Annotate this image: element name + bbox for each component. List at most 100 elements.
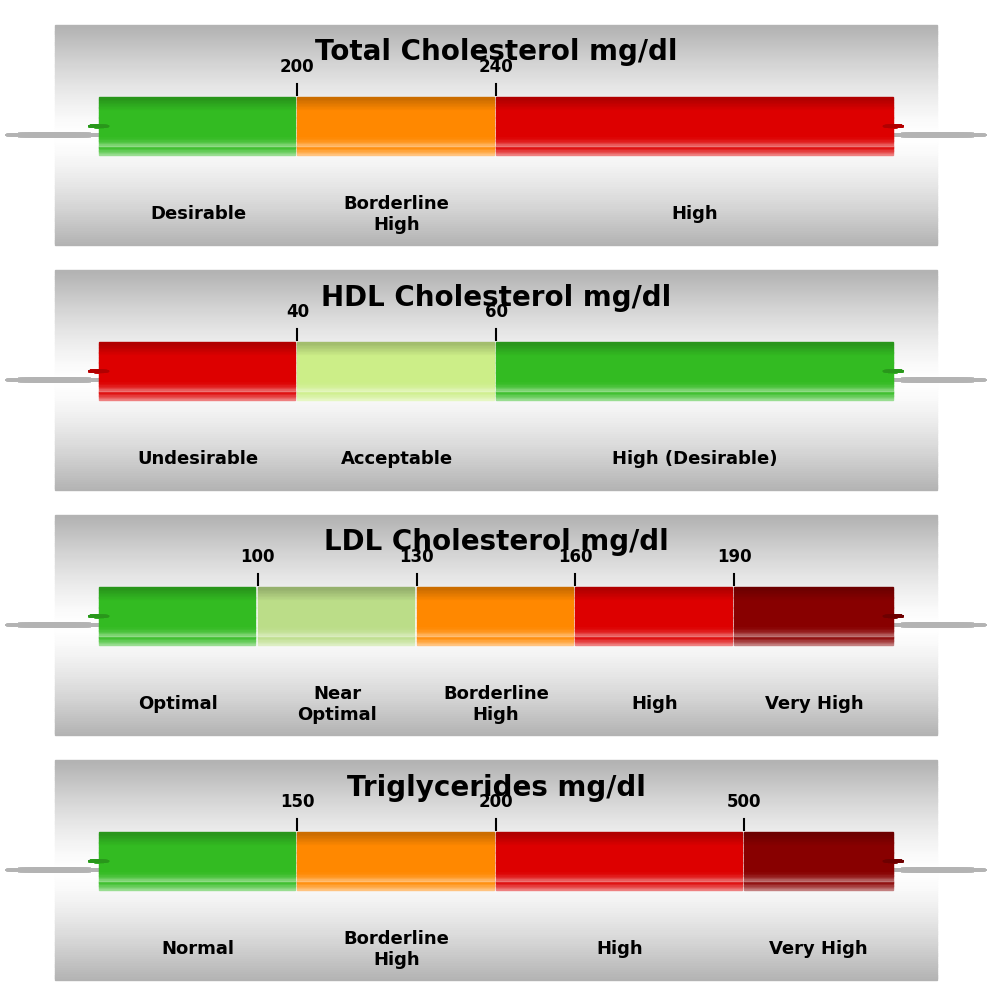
Ellipse shape [889, 868, 986, 872]
Bar [417, 603, 573, 605]
Bar [575, 630, 732, 632]
Ellipse shape [889, 378, 986, 382]
Ellipse shape [884, 125, 903, 127]
Bar [55, 309, 937, 312]
Ellipse shape [6, 623, 103, 627]
Ellipse shape [889, 868, 986, 872]
Ellipse shape [884, 860, 903, 862]
Bar [55, 240, 937, 243]
Ellipse shape [89, 860, 108, 862]
Ellipse shape [6, 868, 103, 872]
Ellipse shape [884, 125, 903, 127]
Bar [734, 623, 893, 625]
Bar [55, 861, 937, 863]
Ellipse shape [889, 378, 986, 382]
Bar [55, 227, 937, 230]
Ellipse shape [889, 378, 986, 382]
Ellipse shape [6, 378, 103, 382]
Bar [298, 147, 494, 149]
Text: Borderline
High: Borderline High [344, 930, 449, 969]
Ellipse shape [6, 868, 103, 872]
Ellipse shape [884, 860, 903, 862]
Ellipse shape [89, 860, 108, 862]
Bar [55, 863, 937, 866]
Bar [55, 903, 937, 905]
Bar [55, 620, 937, 623]
Bar [734, 626, 893, 628]
Ellipse shape [889, 133, 986, 137]
Ellipse shape [6, 868, 103, 872]
Ellipse shape [6, 868, 103, 872]
Ellipse shape [884, 370, 903, 372]
Bar [417, 623, 573, 625]
Bar [298, 887, 494, 888]
Ellipse shape [889, 133, 986, 137]
Bar [55, 834, 937, 837]
Bar [496, 133, 894, 135]
Ellipse shape [6, 623, 103, 627]
Text: Near
Optimal: Near Optimal [298, 685, 377, 724]
Ellipse shape [6, 623, 103, 627]
Ellipse shape [889, 623, 986, 627]
Ellipse shape [6, 133, 103, 137]
Bar [55, 270, 937, 272]
Ellipse shape [6, 868, 103, 872]
Ellipse shape [889, 623, 986, 627]
Ellipse shape [889, 868, 986, 872]
Bar [99, 351, 296, 353]
Ellipse shape [6, 133, 103, 137]
Bar [55, 393, 937, 395]
Ellipse shape [884, 860, 903, 862]
Ellipse shape [89, 615, 108, 617]
Bar [744, 850, 893, 851]
Ellipse shape [889, 868, 986, 872]
Ellipse shape [89, 370, 108, 372]
Bar [99, 392, 296, 394]
Bar [417, 612, 573, 613]
Ellipse shape [889, 133, 986, 137]
Bar [55, 292, 937, 294]
Bar [496, 848, 742, 850]
Bar [99, 640, 255, 642]
Bar [55, 975, 937, 978]
Bar [298, 342, 494, 344]
Bar [99, 627, 255, 629]
Bar [55, 168, 937, 170]
Ellipse shape [89, 125, 108, 127]
Bar [55, 894, 937, 896]
Bar [55, 305, 937, 307]
Ellipse shape [6, 623, 103, 627]
Bar [55, 576, 937, 579]
Ellipse shape [889, 378, 986, 382]
Ellipse shape [889, 133, 986, 137]
Bar [417, 606, 573, 608]
Bar [298, 885, 494, 887]
Bar [258, 630, 415, 632]
Ellipse shape [889, 868, 986, 872]
Bar [55, 686, 937, 689]
Ellipse shape [6, 133, 103, 137]
Ellipse shape [6, 868, 103, 872]
Ellipse shape [884, 125, 903, 127]
Ellipse shape [6, 868, 103, 872]
Ellipse shape [889, 623, 986, 627]
Ellipse shape [889, 133, 986, 137]
Ellipse shape [89, 615, 108, 617]
Ellipse shape [884, 860, 903, 862]
Ellipse shape [6, 378, 103, 382]
Bar [417, 610, 573, 612]
Ellipse shape [884, 125, 903, 127]
Ellipse shape [6, 378, 103, 382]
Bar [55, 519, 937, 522]
Bar [99, 610, 255, 612]
Bar [55, 530, 937, 533]
Bar [55, 51, 937, 54]
Ellipse shape [89, 125, 108, 127]
Bar [734, 597, 893, 599]
Bar [55, 66, 937, 69]
Bar [496, 840, 742, 841]
Ellipse shape [889, 378, 986, 382]
Bar [496, 397, 894, 398]
Ellipse shape [889, 133, 986, 137]
Ellipse shape [89, 860, 108, 862]
